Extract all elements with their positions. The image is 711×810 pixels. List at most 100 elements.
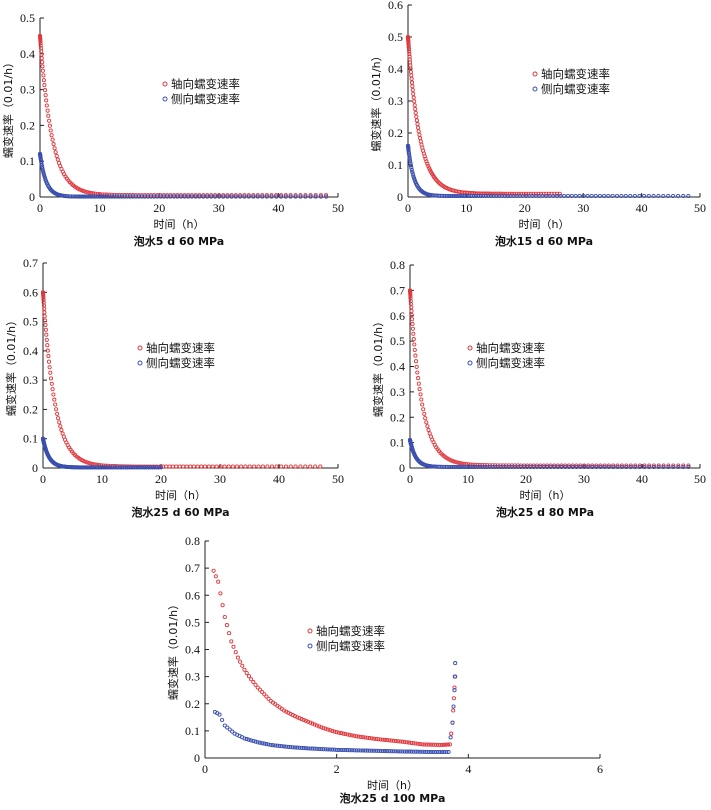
- data-point: [589, 193, 594, 199]
- data-point: [95, 191, 100, 197]
- data-point: [382, 737, 387, 742]
- data-point: [551, 193, 556, 199]
- data-point: [45, 343, 50, 348]
- data-point: [418, 139, 423, 144]
- data-point: [686, 464, 691, 470]
- data-point: [233, 193, 238, 198]
- data-point: [226, 464, 231, 469]
- data-point: [330, 728, 335, 733]
- data-point: [299, 717, 304, 722]
- data-point: [332, 729, 337, 734]
- data-point: [410, 172, 415, 177]
- data-point: [39, 52, 44, 57]
- data-point: [480, 463, 485, 468]
- data-point: [349, 733, 355, 738]
- data-point: [38, 37, 43, 42]
- data-point: [260, 193, 265, 198]
- data-point: [127, 465, 132, 470]
- data-point: [41, 297, 46, 303]
- data-point: [50, 387, 55, 392]
- data-point: [411, 174, 416, 179]
- data-point: [130, 465, 135, 470]
- data-point: [332, 747, 337, 752]
- legend-marker: [467, 345, 473, 351]
- data-point: [325, 747, 330, 752]
- data-point: [93, 194, 98, 199]
- data-point: [466, 193, 472, 199]
- data-point: [521, 191, 526, 196]
- x-tick-label: 0: [37, 201, 43, 215]
- data-point: [378, 748, 383, 753]
- data-point: [457, 461, 463, 466]
- data-point: [251, 679, 256, 685]
- data-point: [186, 193, 191, 198]
- x-tick-label: 10: [462, 472, 474, 486]
- data-point: [41, 73, 46, 78]
- data-point: [119, 194, 125, 199]
- y-tick-label: 0.2: [388, 126, 403, 140]
- data-point: [308, 720, 313, 725]
- data-point: [666, 464, 671, 470]
- legend-marker: [137, 345, 143, 351]
- y-tick-label: 0.7: [185, 561, 200, 575]
- data-point: [582, 463, 587, 468]
- data-point: [555, 191, 560, 196]
- y-tick-label: 0.4: [20, 47, 35, 61]
- data-point: [303, 464, 308, 469]
- data-point: [243, 464, 248, 469]
- data-point: [505, 191, 510, 196]
- data-point: [407, 49, 412, 54]
- data-point: [318, 194, 323, 199]
- data-point: [255, 740, 260, 745]
- data-point: [559, 463, 564, 468]
- x-tick-label: 50: [332, 472, 344, 486]
- data-point: [199, 464, 204, 469]
- data-point: [449, 731, 454, 736]
- data-point: [456, 464, 461, 470]
- data-point: [44, 332, 49, 337]
- data-point: [494, 191, 499, 196]
- data-point: [393, 749, 398, 754]
- data-point: [42, 176, 48, 181]
- data-point: [565, 193, 571, 199]
- data-point: [611, 464, 616, 470]
- data-point: [303, 193, 308, 198]
- data-point: [413, 359, 419, 364]
- data-point: [48, 128, 53, 133]
- data-point: [253, 682, 258, 687]
- data-point: [217, 712, 222, 717]
- data-point: [189, 193, 194, 198]
- data-point: [391, 738, 396, 743]
- data-point: [610, 193, 615, 199]
- data-point: [393, 738, 398, 744]
- data-point: [396, 739, 401, 744]
- data-point: [349, 748, 355, 753]
- data-point: [376, 737, 381, 742]
- data-point: [213, 574, 218, 579]
- data-point: [418, 136, 423, 141]
- x-tick-label: 2: [334, 762, 340, 776]
- data-point: [43, 93, 48, 98]
- data-point: [249, 738, 254, 743]
- data-point: [420, 402, 425, 407]
- data-point: [297, 745, 302, 750]
- data-point: [523, 191, 529, 196]
- data-point: [205, 193, 210, 198]
- data-point: [227, 727, 232, 732]
- data-point: [594, 464, 599, 470]
- data-point: [221, 194, 226, 199]
- data-point: [422, 742, 427, 747]
- data-point: [494, 193, 499, 199]
- data-point: [456, 460, 461, 465]
- data-point: [264, 742, 269, 747]
- data-point: [301, 717, 306, 723]
- data-point: [279, 464, 284, 469]
- data-point: [578, 463, 583, 468]
- data-point: [222, 464, 227, 469]
- data-point: [360, 735, 366, 740]
- x-tick-label: 30: [577, 201, 589, 215]
- chart-caption: 泡水25 d 80 MPa: [496, 505, 594, 519]
- data-point: [496, 191, 501, 196]
- data-point: [413, 107, 418, 112]
